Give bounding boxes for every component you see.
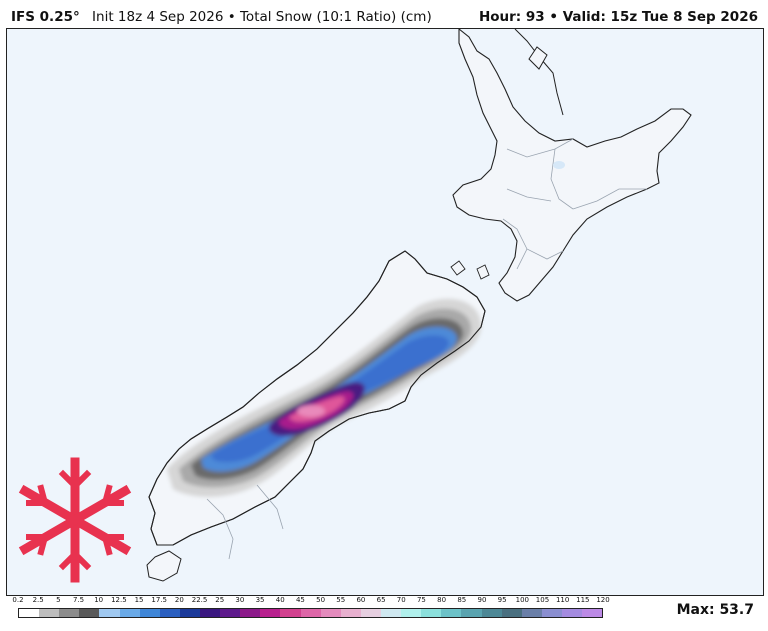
colorbar-swatch [39, 609, 60, 617]
colorbar-tick-label: 5 [56, 596, 61, 604]
colorbar-swatch [19, 609, 40, 617]
south-region-borders [206, 484, 284, 560]
north-coast [514, 29, 564, 116]
colorbar-swatch [561, 609, 583, 617]
colorbar-tick-label: 20 [174, 596, 184, 604]
colorbar-swatch [421, 609, 442, 617]
colorbar-swatch [360, 609, 381, 617]
colorbar-swatch [139, 609, 160, 617]
header: IFS 0.25° Init 18z 4 Sep 2026 • Total Sn… [0, 0, 768, 28]
colorbar-swatch [340, 609, 361, 617]
map-svg [18, 29, 692, 583]
colorbar-swatch [481, 609, 502, 617]
colorbar-tick-label: 50 [316, 596, 326, 604]
colorbar-tick-labels: 0.2 2.5 5 7.5 10 12.5 15 17.5 20 22.5 25 30 35 40 45 50… [12, 596, 609, 608]
south-island-coast [148, 250, 486, 546]
north-region-borders [502, 138, 647, 270]
map-description: Init 18z 4 Sep 2026 • Total Snow (10:1 R… [92, 9, 432, 25]
colorbar-swatch [260, 609, 281, 617]
north-islet [528, 46, 548, 70]
colorbar-swatch [582, 609, 603, 617]
colorbar-swatch [159, 609, 180, 617]
colorbar-swatch [179, 609, 200, 617]
colorbar-tick-label: 85 [457, 596, 467, 604]
colorbar-tick-label: 120 [596, 596, 610, 604]
colorbar-swatch [461, 609, 482, 617]
colorbar-swatch [79, 609, 100, 617]
colorbar-swatch [220, 609, 241, 617]
colorbar-tick-label: 70 [396, 596, 406, 604]
colorbar-tick-label: 0.2 [12, 596, 24, 604]
colorbar-tick-label: 90 [477, 596, 487, 604]
snowflake-icon [18, 457, 132, 583]
plateau-snow [553, 161, 565, 169]
colorbar-tick-label: 22.5 [191, 596, 208, 604]
colorbar-swatch [401, 609, 422, 617]
colorbar-tick-label: 80 [437, 596, 447, 604]
colorbar-tick-label: 105 [535, 596, 550, 604]
map-panel [6, 28, 764, 596]
colorbar-tick-label: 17.5 [151, 596, 167, 604]
max-value: Max: 53.7 [676, 602, 754, 618]
colorbar-swatch [380, 609, 402, 617]
colorbar-tick-label: 12.5 [111, 596, 127, 604]
colorbar-tick-label: 100 [515, 596, 529, 604]
colorbar-legend: 0.2 2.5 5 7.5 10 12.5 15 17.5 20 22.5 25 30 35 40 45 50… [12, 596, 610, 626]
colorbar-tick-label: 75 [416, 596, 426, 604]
colorbar-swatch [521, 609, 542, 617]
colorbar-swatch [541, 609, 562, 617]
colorbar-tick-label: 110 [555, 596, 570, 604]
model-name: IFS 0.25° [11, 9, 80, 25]
colorbar-tick-label: 60 [356, 596, 366, 604]
colorbar-swatch [199, 609, 221, 617]
map-title: IFS 0.25° Init 18z 4 Sep 2026 • Total Sn… [11, 9, 432, 25]
colorbar-swatch [501, 609, 522, 617]
colorbar-swatch [441, 609, 462, 617]
north-island [452, 29, 692, 302]
colorbar-swatch [119, 609, 140, 617]
sounds-islet [450, 260, 466, 276]
colorbar-tick-label: 65 [376, 596, 386, 604]
colorbar-tick-label: 30 [235, 596, 245, 604]
colorbar-tick-label: 7.5 [72, 596, 85, 604]
colorbar-swatch [59, 609, 80, 617]
colorbar-tick-label: 25 [215, 596, 225, 604]
colorbar-tick-label: 115 [576, 596, 590, 604]
colorbar-swatch [280, 609, 301, 617]
colorbar-swatch [320, 609, 341, 617]
colorbar-tick-label: 95 [497, 596, 507, 604]
colorbar-tick-label: 10 [94, 596, 104, 604]
snow-field [167, 298, 482, 497]
colorbar-bar [18, 608, 603, 618]
colorbar-tick-label: 40 [275, 596, 285, 604]
colorbar-swatch [240, 609, 261, 617]
colorbar-swatch [300, 609, 321, 617]
colorbar-tick-label: 2.5 [32, 596, 44, 604]
colorbar-tick-label: 55 [336, 596, 346, 604]
stewart-island [146, 550, 182, 582]
colorbar-tick-label: 15 [134, 596, 144, 604]
colorbar-swatch [99, 609, 120, 617]
valid-time: Hour: 93 • Valid: 15z Tue 8 Sep 2026 [478, 9, 758, 25]
colorbar-tick-label: 35 [255, 596, 265, 604]
colorbar-tick-label: 45 [295, 596, 305, 604]
sounds-islet-2 [476, 264, 490, 280]
